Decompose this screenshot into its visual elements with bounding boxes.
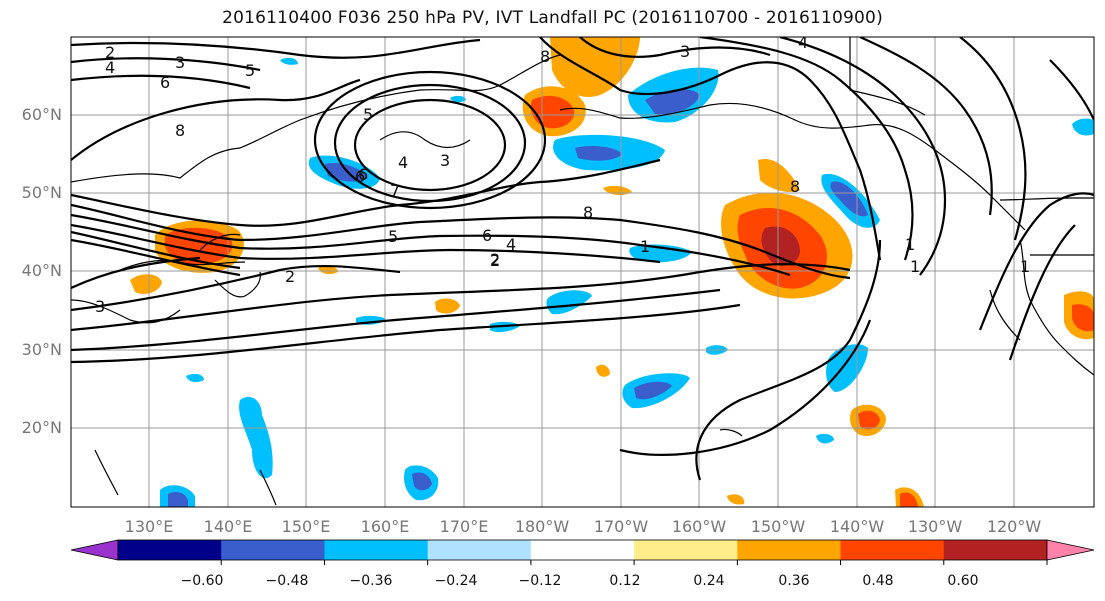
contour-label: 8 bbox=[540, 47, 550, 66]
lat-tick-label: 60°N bbox=[22, 105, 62, 124]
figure-title: 2016110400 F036 250 hPa PV, IVT Landfall… bbox=[222, 8, 883, 28]
lat-tick-label: 40°N bbox=[22, 261, 62, 280]
contour-label: 3 bbox=[175, 53, 185, 72]
contour-label: 8 bbox=[175, 121, 185, 140]
negative-anomaly bbox=[412, 472, 432, 491]
contour-label: 8 bbox=[583, 203, 593, 222]
negative-anomaly bbox=[186, 373, 204, 383]
lon-tick-label: 160°W bbox=[672, 517, 727, 536]
colorbar-tick-label: 0.60 bbox=[947, 573, 978, 589]
contour-label: 5 bbox=[363, 105, 373, 124]
positive-anomaly bbox=[318, 265, 338, 275]
colorbar-cell bbox=[324, 540, 429, 560]
negative-anomaly bbox=[645, 88, 700, 115]
contour-label: 6 bbox=[358, 165, 368, 184]
negative-anomaly bbox=[450, 95, 466, 103]
positive-anomaly bbox=[130, 274, 162, 294]
latitude-axis: 20°N 30°N 40°N 50°N 60°N bbox=[22, 105, 62, 437]
contour-label: 4 bbox=[506, 235, 516, 254]
contour-label: 1 bbox=[905, 235, 915, 254]
pv-contours bbox=[71, 37, 1094, 481]
longitude-axis: 130°E 140°E 150°E 160°E 170°E 180°W 170°… bbox=[125, 517, 1042, 536]
colorbar-cell bbox=[221, 540, 325, 560]
contour-label: 3 bbox=[680, 42, 690, 61]
contour-label: 1 bbox=[1020, 257, 1030, 276]
colorbar-tick-label: 0.36 bbox=[778, 573, 809, 589]
negative-anomaly bbox=[816, 433, 834, 444]
colorbar-tick-label: 0.24 bbox=[693, 573, 724, 589]
lat-tick-label: 50°N bbox=[22, 183, 62, 202]
positive-anomaly bbox=[858, 410, 880, 430]
negative-anomaly bbox=[575, 146, 622, 161]
lon-tick-label: 170°W bbox=[594, 517, 649, 536]
negative-anomaly bbox=[830, 181, 868, 217]
colorbar-cell bbox=[737, 540, 842, 560]
lon-tick-label: 140°E bbox=[204, 517, 253, 536]
negative-anomaly bbox=[280, 57, 298, 65]
colorbar-cell bbox=[634, 540, 738, 560]
contour-label: 7 bbox=[390, 181, 400, 200]
colorbar-tick-label: −0.36 bbox=[350, 573, 393, 589]
positive-anomaly bbox=[1072, 304, 1094, 332]
lat-tick-label: 20°N bbox=[22, 418, 62, 437]
negative-anomaly bbox=[546, 290, 592, 315]
lon-tick-label: 130°E bbox=[125, 517, 174, 536]
colorbar-tick-label: −0.48 bbox=[266, 573, 309, 589]
positive-anomaly bbox=[596, 364, 610, 377]
positive-anomaly bbox=[758, 159, 800, 192]
contour-label: 4 bbox=[105, 58, 115, 77]
lon-tick-label: 150°E bbox=[282, 517, 331, 536]
lon-tick-label: 170°E bbox=[440, 517, 489, 536]
map-frame bbox=[70, 36, 1095, 508]
colorbar-tick-label: −0.60 bbox=[181, 573, 224, 589]
contour-label: 5 bbox=[245, 61, 255, 80]
positive-anomaly bbox=[727, 494, 745, 505]
lon-tick-label: 180°W bbox=[515, 517, 570, 536]
colorbar-cell bbox=[943, 540, 1048, 560]
colorbar-tick-label: −0.24 bbox=[435, 573, 478, 589]
lat-tick-label: 30°N bbox=[22, 340, 62, 359]
lon-tick-label: 140°W bbox=[830, 517, 885, 536]
negative-anomaly bbox=[1072, 118, 1094, 136]
lon-tick-label: 120°W bbox=[987, 517, 1042, 536]
contour-label: 2 bbox=[285, 267, 295, 286]
lon-tick-label: 150°W bbox=[751, 517, 806, 536]
contour-label: 6 bbox=[482, 226, 492, 245]
negative-anomaly bbox=[634, 381, 672, 400]
negative-anomaly bbox=[239, 396, 273, 479]
negative-anomaly bbox=[168, 492, 188, 507]
contour-label: 6 bbox=[160, 73, 170, 92]
contour-label: 6 bbox=[355, 167, 365, 186]
positive-anomaly bbox=[435, 298, 460, 314]
contour-labels: 2 4 3 5 6 8 3 8 3 6 4 5 6 7 5 6 4 2 1 8 … bbox=[95, 33, 1030, 316]
colorbar-cell bbox=[840, 540, 945, 560]
contour-label: 1 bbox=[910, 257, 920, 276]
colorbar-cell bbox=[530, 540, 635, 560]
colorbar-tick-label: −0.12 bbox=[519, 573, 562, 589]
colorbar-cell bbox=[118, 540, 222, 560]
colorbar: −0.60 −0.48 −0.36 −0.24 −0.12 0.12 0.24 … bbox=[70, 539, 1095, 589]
colorbar-extend-max bbox=[1046, 539, 1095, 561]
contour-label: 2 bbox=[490, 250, 500, 269]
contour-label: 8 bbox=[790, 177, 800, 196]
colorbar-tick-label: 0.48 bbox=[862, 573, 893, 589]
positive-anomaly bbox=[761, 226, 800, 266]
contour-label: 4 bbox=[798, 33, 808, 52]
lon-tick-label: 130°W bbox=[908, 517, 963, 536]
colorbar-extend-min bbox=[70, 539, 119, 561]
contour-label: 4 bbox=[398, 153, 408, 172]
colorbar-tick-label: 0.12 bbox=[609, 573, 640, 589]
positive-anomaly bbox=[550, 37, 640, 98]
contour-label: 2 bbox=[490, 251, 500, 270]
contour-label: 5 bbox=[388, 227, 398, 246]
colorbar-cell bbox=[427, 540, 532, 560]
positive-anomaly bbox=[900, 492, 918, 507]
contour-label: 3 bbox=[440, 151, 450, 170]
contour-label: 2 bbox=[105, 43, 115, 62]
contour-label: 1 bbox=[640, 237, 650, 256]
contour-label: 3 bbox=[95, 297, 105, 316]
lon-tick-label: 160°E bbox=[361, 517, 410, 536]
graticule bbox=[71, 37, 1094, 507]
